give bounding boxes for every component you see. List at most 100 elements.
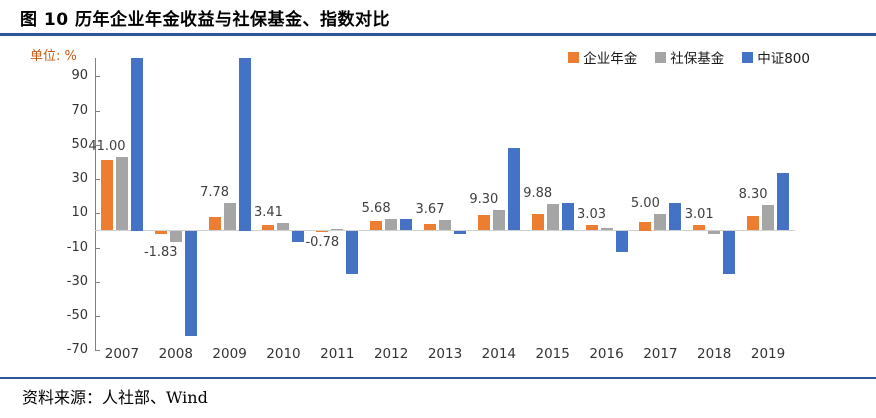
x-tick-label-2013: 2013 — [427, 346, 463, 362]
bar-csi800-2019 — [777, 172, 790, 231]
data-label-2010: 3.41 — [253, 205, 283, 221]
y-tick-label: -10 — [66, 239, 88, 255]
bar-social-security-fund-2012 — [385, 218, 398, 231]
bar-enterprise-annuity-2013 — [424, 224, 436, 231]
bar-csi800-2012 — [400, 219, 413, 231]
x-tick-label-2016: 2016 — [589, 346, 624, 362]
y-tick-mark — [95, 213, 100, 215]
bar-enterprise-annuity-2014 — [477, 214, 490, 231]
y-tick-label: -30 — [66, 273, 88, 289]
x-tick-label-2018: 2018 — [697, 346, 732, 362]
bar-csi800-2009 — [238, 58, 251, 231]
legend-swatch-enterprise-annuity — [568, 51, 580, 63]
legend-swatch-social-security-fund — [655, 51, 667, 63]
y-tick-mark — [95, 281, 100, 283]
legend-item-social-security-fund: 社保基金 — [655, 47, 724, 67]
bar-social-security-fund-2018 — [708, 230, 721, 235]
y-tick-label: 70 — [71, 102, 88, 118]
y-tick-mark — [95, 76, 100, 78]
bar-csi800-2008 — [184, 230, 197, 336]
data-label-2011: -0.78 — [305, 234, 340, 250]
source-note: 资料来源：人社部、Wind — [22, 388, 208, 407]
data-label-2008: -1.83 — [143, 245, 178, 261]
data-label-2016: 3.03 — [577, 207, 606, 223]
data-label-2017: 5.00 — [630, 195, 660, 211]
bar-csi800-2014 — [507, 147, 520, 231]
x-tick-label-2012: 2012 — [373, 346, 409, 362]
bar-enterprise-annuity-2018 — [693, 225, 706, 231]
bar-enterprise-annuity-2016 — [585, 225, 598, 231]
x-tick-label-2010: 2010 — [266, 346, 301, 362]
bar-csi800-2018 — [723, 230, 736, 275]
y-tick-label: 10 — [71, 205, 88, 221]
footer-divider — [0, 377, 876, 379]
x-tick-label-2015: 2015 — [535, 346, 570, 362]
bar-csi800-2015 — [561, 203, 574, 231]
bar-enterprise-annuity-2015 — [531, 213, 544, 231]
data-label-2007: 41.00 — [88, 138, 126, 154]
bar-social-security-fund-2008 — [169, 230, 182, 243]
y-tick-label: -70 — [66, 342, 88, 358]
bar-csi800-2016 — [615, 230, 628, 253]
bar-enterprise-annuity-2010 — [262, 224, 275, 231]
bar-enterprise-annuity-2012 — [370, 220, 383, 231]
data-label-2012: 5.68 — [361, 200, 391, 216]
bar-social-security-fund-2009 — [223, 202, 236, 231]
y-tick-label: 30 — [71, 171, 88, 187]
bar-social-security-fund-2007 — [115, 156, 128, 231]
y-tick-mark — [95, 247, 100, 249]
y-tick-mark — [95, 144, 100, 146]
x-tick-label-2019: 2019 — [750, 346, 786, 362]
bar-enterprise-annuity-2019 — [747, 216, 760, 231]
data-label-2019: 8.30 — [738, 186, 768, 202]
chart-legend: 企业年金 社保基金 中证800 — [568, 47, 810, 67]
bar-csi800-2013 — [454, 230, 466, 235]
figure-title: 图 10 历年企业年金收益与社保基金、指数对比 — [20, 10, 390, 30]
legend-label-enterprise-annuity: 企业年金 — [583, 51, 638, 67]
x-tick-label-2009: 2009 — [212, 346, 247, 362]
x-tick-label-2014: 2014 — [481, 346, 517, 362]
legend-swatch-csi800 — [742, 51, 754, 63]
data-label-2009: 7.78 — [200, 184, 230, 200]
bar-enterprise-annuity-2007 — [100, 160, 113, 231]
legend-item-enterprise-annuity: 企业年金 — [568, 47, 637, 67]
legend-item-csi800: 中证800 — [742, 47, 810, 67]
bar-social-security-fund-2013 — [439, 219, 451, 231]
y-tick-mark — [95, 110, 100, 112]
bar-social-security-fund-2014 — [492, 210, 505, 231]
bar-enterprise-annuity-2009 — [208, 217, 221, 231]
y-tick-mark — [95, 350, 100, 352]
x-tick-label-2008: 2008 — [158, 346, 193, 362]
bar-enterprise-annuity-2011 — [316, 230, 329, 232]
x-tick-label-2017: 2017 — [643, 346, 678, 362]
bar-csi800-2007 — [130, 58, 143, 231]
bar-social-security-fund-2016 — [600, 227, 613, 231]
y-tick-mark — [95, 316, 100, 318]
title-underline — [0, 33, 876, 36]
y-axis-line — [95, 58, 96, 351]
y-tick-label: -50 — [66, 308, 88, 324]
bar-enterprise-annuity-2017 — [639, 221, 652, 231]
bar-enterprise-annuity-2008 — [154, 230, 167, 234]
data-label-2014: 9.30 — [469, 192, 499, 208]
y-tick-label: 90 — [71, 68, 88, 84]
bar-social-security-fund-2010 — [277, 223, 290, 231]
x-tick-label-2007: 2007 — [104, 346, 140, 362]
bar-social-security-fund-2015 — [546, 204, 559, 231]
bar-social-security-fund-2011 — [331, 229, 344, 231]
y-axis-unit-label: 单位: % — [30, 49, 77, 64]
bar-csi800-2010 — [292, 230, 305, 242]
bar-social-security-fund-2019 — [762, 204, 775, 231]
bar-social-security-fund-2017 — [654, 213, 667, 231]
zero-baseline — [95, 230, 795, 231]
y-tick-label: 50 — [71, 136, 88, 152]
data-label-2018: 3.01 — [684, 207, 714, 223]
legend-label-social-security-fund: 社保基金 — [670, 51, 725, 67]
data-label-2015: 9.88 — [523, 186, 553, 202]
legend-label-csi800: 中证800 — [757, 51, 810, 67]
x-tick-label-2011: 2011 — [320, 346, 355, 362]
bar-csi800-2011 — [346, 230, 359, 275]
data-label-2013: 3.67 — [415, 201, 445, 217]
